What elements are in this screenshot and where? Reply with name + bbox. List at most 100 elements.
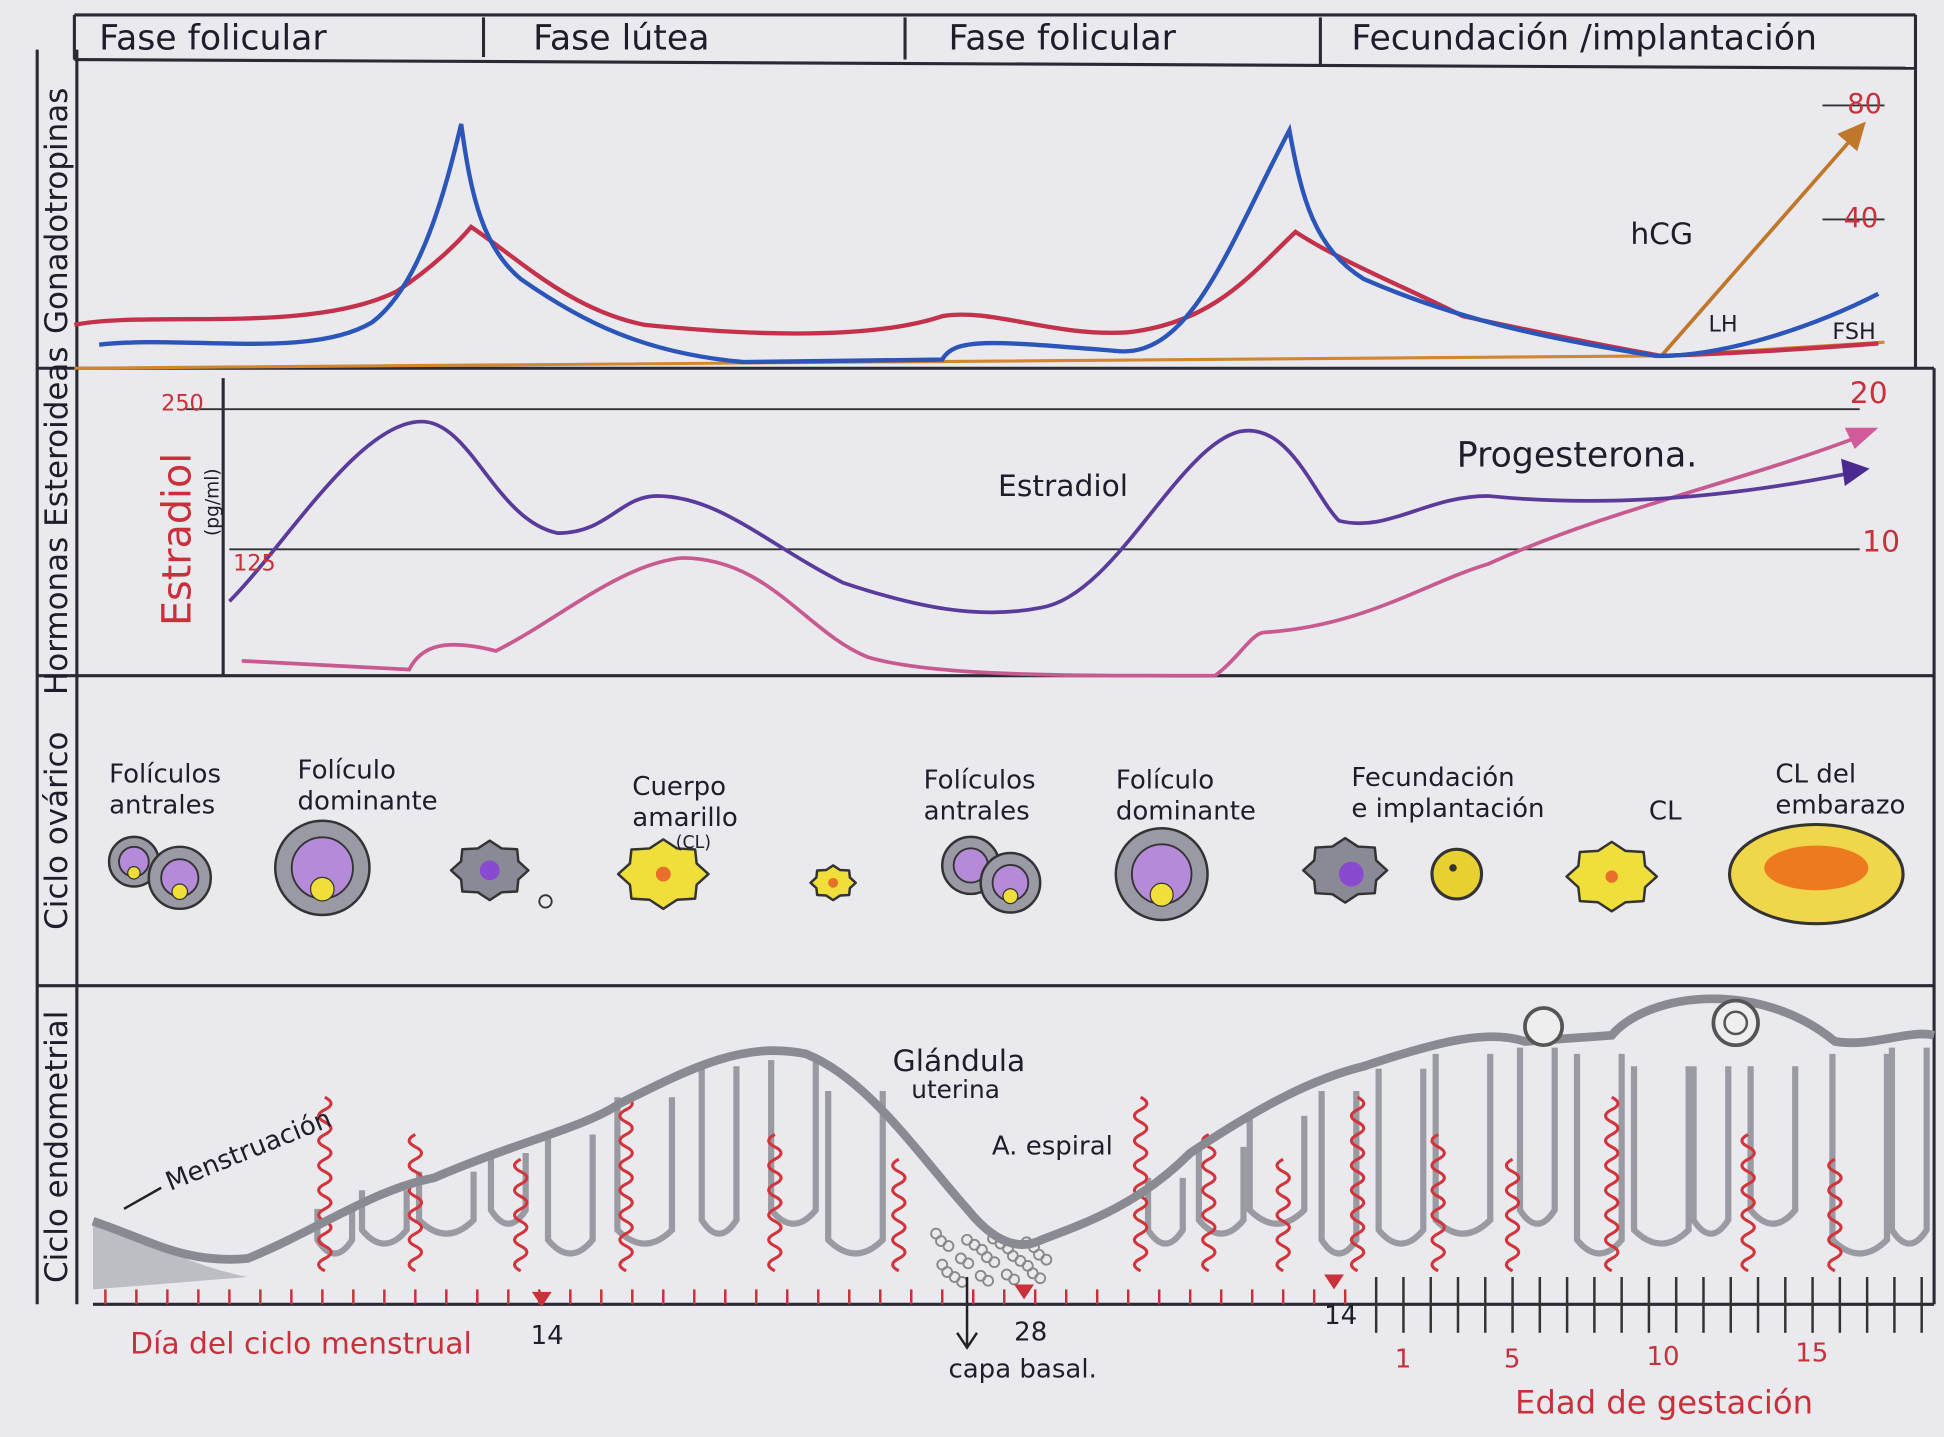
spiral-artery bbox=[1740, 1133, 1756, 1273]
hormone-label: hCG bbox=[1630, 217, 1693, 252]
ovarian-label: dominante bbox=[1116, 797, 1256, 827]
basal-cell bbox=[1007, 1250, 1019, 1262]
gland bbox=[698, 1066, 740, 1237]
header-bottom bbox=[74, 57, 1916, 70]
ovarian-label: e implantación bbox=[1351, 794, 1544, 824]
gland bbox=[1888, 1047, 1930, 1247]
basal-cell bbox=[974, 1269, 987, 1282]
spiral-artery bbox=[1132, 1095, 1149, 1273]
day-marker bbox=[1324, 1274, 1344, 1290]
cl-core bbox=[1605, 870, 1618, 883]
basal-cell bbox=[941, 1266, 954, 1278]
progesterone-curve bbox=[241, 434, 1861, 678]
oocyte bbox=[127, 866, 141, 880]
hormone-label: LH bbox=[1708, 311, 1737, 337]
oocyte bbox=[538, 894, 553, 909]
hormone-label: FSH bbox=[1832, 319, 1875, 345]
spiral-artery bbox=[1275, 1157, 1291, 1273]
oocyte bbox=[1338, 861, 1364, 887]
ovarian-label: (CL) bbox=[676, 833, 711, 853]
week-label: 10 bbox=[1646, 1342, 1679, 1372]
spiral-artery bbox=[1604, 1095, 1620, 1273]
ovarian-label: Folículos bbox=[109, 759, 221, 789]
red-curve bbox=[73, 224, 1879, 359]
spiral-artery bbox=[513, 1157, 529, 1273]
scale-label: 250 bbox=[161, 391, 204, 417]
gland bbox=[358, 1190, 410, 1247]
scale-label: 10 bbox=[1862, 525, 1900, 560]
ovarian-label: Folículo bbox=[298, 756, 396, 786]
hcg-curve bbox=[1659, 132, 1858, 358]
phase-label: Fase lútea bbox=[533, 19, 709, 59]
hcg-arrowhead bbox=[1837, 121, 1866, 152]
gland bbox=[1144, 1177, 1186, 1247]
oocyte bbox=[479, 860, 500, 881]
ovarian-label: Folículos bbox=[924, 766, 1036, 796]
scale-label: 80 bbox=[1847, 89, 1882, 120]
menstruation-arrow bbox=[123, 1186, 162, 1210]
ovarian-label: CL bbox=[1649, 797, 1682, 827]
ovarian-label: amarillo bbox=[632, 803, 738, 833]
ovarian-label: antrales bbox=[924, 797, 1030, 827]
phase-label: Fase folicular bbox=[948, 19, 1176, 59]
gland bbox=[487, 1153, 529, 1227]
gland bbox=[544, 1134, 596, 1257]
ovarian-label: antrales bbox=[109, 790, 215, 820]
spiral-artery bbox=[1504, 1157, 1521, 1273]
frame bbox=[35, 13, 1936, 1305]
spiral-artery bbox=[1430, 1133, 1446, 1273]
gland bbox=[1195, 1146, 1247, 1237]
progesterone-arrowhead bbox=[1844, 427, 1879, 449]
gland bbox=[825, 1091, 886, 1257]
row-label: Ciclo endometrial bbox=[39, 1011, 75, 1283]
pregnancy-cl-core bbox=[1764, 845, 1869, 891]
axis-title: Estradiol bbox=[154, 453, 200, 626]
zygote bbox=[1430, 847, 1484, 901]
scale-label: 125 bbox=[233, 551, 276, 577]
basal-cell bbox=[980, 1251, 993, 1264]
endometrial-label: A. espiral bbox=[992, 1131, 1113, 1161]
gland bbox=[1829, 1053, 1891, 1257]
endometrial-label: uterina bbox=[911, 1075, 1000, 1104]
basal-cell bbox=[935, 1235, 947, 1247]
ovarian-label: CL del bbox=[1775, 759, 1856, 789]
week-label: 15 bbox=[1795, 1338, 1828, 1368]
oocyte bbox=[309, 876, 335, 902]
basal-cell bbox=[1000, 1268, 1013, 1281]
spiral-artery bbox=[1349, 1095, 1366, 1273]
gland bbox=[1573, 1053, 1625, 1257]
cl-core bbox=[828, 877, 839, 888]
axis-unit: (pg/ml) bbox=[203, 468, 224, 536]
row-label: Ciclo ovárico bbox=[39, 732, 75, 930]
basal-cell bbox=[1026, 1267, 1039, 1280]
ovarian-label: Fecundación bbox=[1351, 763, 1514, 793]
row-label: Gonadotropinas bbox=[39, 88, 75, 334]
estradiol-arrowhead bbox=[1841, 458, 1870, 487]
day-label: 14 bbox=[531, 1321, 564, 1351]
ovarian-label: dominante bbox=[298, 787, 438, 817]
spiral-artery bbox=[618, 1095, 634, 1273]
gland bbox=[1246, 1115, 1308, 1227]
endometrial-label: Glándula bbox=[893, 1044, 1026, 1079]
phase-label: Fase folicular bbox=[99, 19, 327, 59]
ovarian-label: Folículo bbox=[1116, 766, 1214, 796]
axis-title: Edad de gestación bbox=[1515, 1384, 1813, 1422]
embryo bbox=[1523, 1006, 1565, 1048]
hormone-label: Estradiol bbox=[998, 469, 1128, 504]
day-marker bbox=[531, 1291, 552, 1307]
gland bbox=[1318, 1091, 1360, 1257]
endometrial-label: capa basal. bbox=[948, 1355, 1096, 1385]
embryo-core bbox=[1723, 1010, 1749, 1036]
day-marker bbox=[1014, 1284, 1034, 1300]
estradiol-curve bbox=[228, 419, 1848, 615]
endometrium-surface bbox=[91, 994, 1936, 1264]
phase-label: Fecundación /implantación bbox=[1351, 19, 1817, 59]
ovarian-label: Cuerpo bbox=[632, 772, 726, 802]
hormone-label: Progesterona. bbox=[1457, 435, 1697, 475]
oocyte bbox=[1149, 882, 1174, 907]
oocyte bbox=[171, 883, 189, 901]
blue-curve bbox=[98, 123, 1880, 365]
